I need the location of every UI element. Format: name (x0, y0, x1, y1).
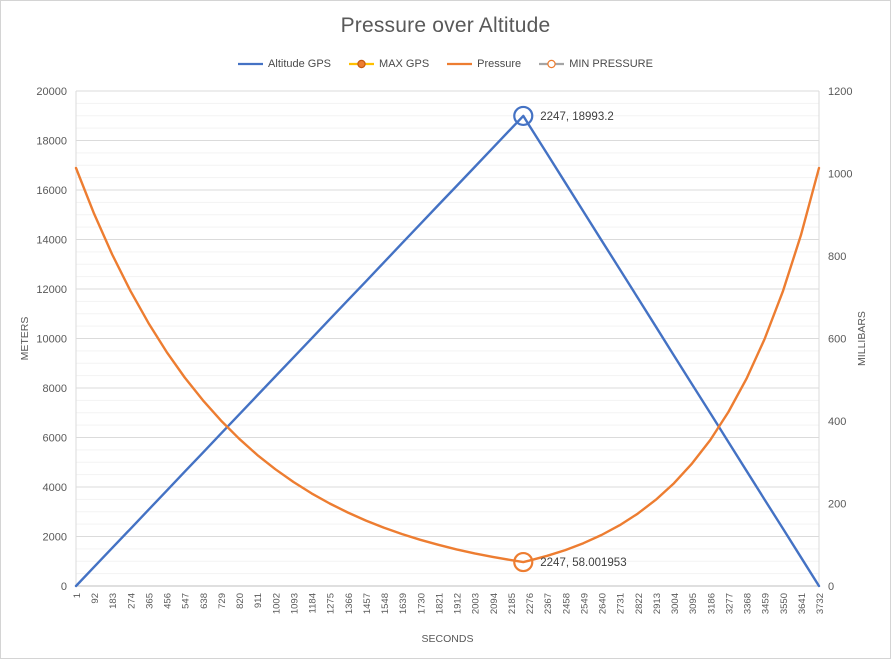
legend-item-min-pressure[interactable]: MIN PRESSURE (539, 58, 653, 70)
y-left-tick-label: 10000 (36, 334, 67, 346)
x-tick-label: 2822 (634, 593, 645, 614)
legend-item-altitude-gps[interactable]: Altitude GPS (238, 58, 331, 70)
x-tick-label: 2094 (489, 593, 500, 614)
legend-label: Altitude GPS (268, 58, 332, 70)
line-marker-swatch-icon (539, 59, 565, 69)
x-tick-label: 1002 (271, 593, 282, 614)
x-tick-label: 1366 (344, 593, 355, 614)
x-tick-label: 3641 (797, 593, 808, 614)
line-marker-swatch-icon (349, 59, 375, 69)
x-axis-labels[interactable]: 1 92 183 274 365 456 547 638 729 820 911 1002 1093 11… (72, 593, 826, 614)
x-tick-label: 1 (72, 593, 83, 598)
x-tick-label: 365 (144, 593, 155, 609)
y-left-tick-label: 6000 (43, 433, 67, 445)
x-tick-label: 1457 (362, 593, 373, 614)
x-tick-label: 2549 (579, 593, 590, 614)
x-tick-label: 274 (126, 593, 137, 609)
legend-item-pressure[interactable]: Pressure (447, 58, 521, 70)
y-axis-left-labels[interactable]: 0 2000 4000 6000 8000 10000 12000 14000 16000 180… (36, 86, 67, 593)
series-line-altitude-gps[interactable] (74, 114, 821, 588)
legend-label: MAX GPS (379, 58, 430, 70)
x-tick-label: 456 (163, 593, 174, 609)
x-tick-label: 2913 (652, 593, 663, 614)
x-tick-label: 547 (181, 593, 192, 609)
x-tick-label: 1184 (308, 593, 319, 613)
line-swatch-icon (238, 62, 264, 66)
x-tick-label: 1821 (434, 593, 445, 614)
y-left-tick-label: 0 (61, 581, 67, 593)
legend-label: Pressure (477, 58, 522, 70)
y-left-tick-label: 18000 (36, 136, 67, 148)
x-tick-label: 1548 (380, 593, 391, 614)
y-right-tick-label: 1000 (828, 169, 852, 181)
x-tick-label: 3459 (761, 593, 772, 614)
y-right-tick-label: 600 (828, 334, 846, 346)
y-right-tick-label: 400 (828, 416, 846, 428)
data-label[interactable]: 2247, 18993.2 (540, 111, 614, 123)
x-tick-label: 911 (253, 593, 264, 608)
x-tick-label: 2003 (471, 593, 482, 614)
marker-max-gps[interactable] (513, 105, 534, 127)
y-left-tick-label: 8000 (43, 383, 67, 395)
y-axis-right-title[interactable]: MILLIBARS (856, 311, 868, 366)
x-tick-label: 2640 (598, 593, 609, 614)
y-left-tick-label: 16000 (36, 185, 67, 197)
marker-min-pressure[interactable] (513, 551, 534, 573)
x-tick-label: 2185 (507, 593, 518, 614)
series-line-pressure[interactable] (74, 166, 821, 564)
legend-item-max-gps[interactable]: MAX GPS (349, 58, 429, 70)
x-tick-label: 1730 (416, 593, 427, 614)
y-axis-right-labels[interactable]: 0 200 400 600 800 1000 1200 (828, 86, 852, 593)
minor-gridlines (76, 102, 819, 575)
x-tick-label: 2367 (543, 593, 554, 614)
y-left-tick-label: 4000 (43, 482, 67, 494)
x-tick-label: 3732 (815, 593, 826, 614)
legend-label: MIN PRESSURE (569, 58, 653, 70)
x-tick-label: 2458 (561, 593, 572, 614)
x-tick-label: 3550 (779, 593, 790, 614)
chart-title[interactable]: Pressure over Altitude (340, 14, 551, 37)
x-tick-label: 3368 (743, 593, 754, 614)
line-swatch-icon (447, 62, 473, 66)
x-tick-label: 2731 (616, 593, 627, 614)
y-left-tick-label: 20000 (36, 86, 67, 98)
x-tick-label: 3186 (706, 593, 717, 614)
data-label[interactable]: 2247, 58.001953 (540, 557, 626, 569)
y-left-tick-label: 2000 (43, 532, 67, 544)
x-tick-label: 820 (235, 593, 246, 609)
y-left-tick-label: 14000 (36, 235, 67, 247)
x-tick-label: 1275 (326, 593, 337, 614)
x-tick-label: 3277 (724, 593, 735, 614)
legend: Altitude GPS MAX GPS Pressure MIN PRESSU… (1, 55, 890, 73)
y-right-tick-label: 0 (828, 581, 834, 593)
y-right-tick-label: 200 (828, 499, 846, 511)
y-axis-left-title[interactable]: METERS (19, 317, 31, 361)
x-tick-label: 1093 (289, 593, 300, 614)
x-tick-label: 1912 (453, 593, 464, 614)
x-axis-title[interactable]: SECONDS (422, 633, 474, 645)
x-tick-label: 1639 (398, 593, 409, 614)
x-tick-label: 729 (217, 593, 228, 609)
x-tick-label: 638 (199, 593, 210, 609)
x-tick-label: 3095 (688, 593, 699, 614)
x-tick-label: 2276 (525, 593, 536, 614)
x-tick-label: 3004 (670, 593, 681, 614)
x-tick-label: 183 (108, 593, 119, 609)
y-left-tick-label: 12000 (36, 284, 67, 296)
y-right-tick-label: 1200 (828, 86, 852, 98)
y-right-tick-label: 800 (828, 251, 846, 263)
x-tick-label: 92 (90, 593, 101, 604)
